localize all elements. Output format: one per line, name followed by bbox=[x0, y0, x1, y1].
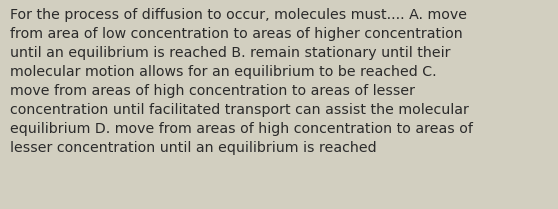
Text: For the process of diffusion to occur, molecules must.... A. move
from area of l: For the process of diffusion to occur, m… bbox=[10, 8, 473, 155]
